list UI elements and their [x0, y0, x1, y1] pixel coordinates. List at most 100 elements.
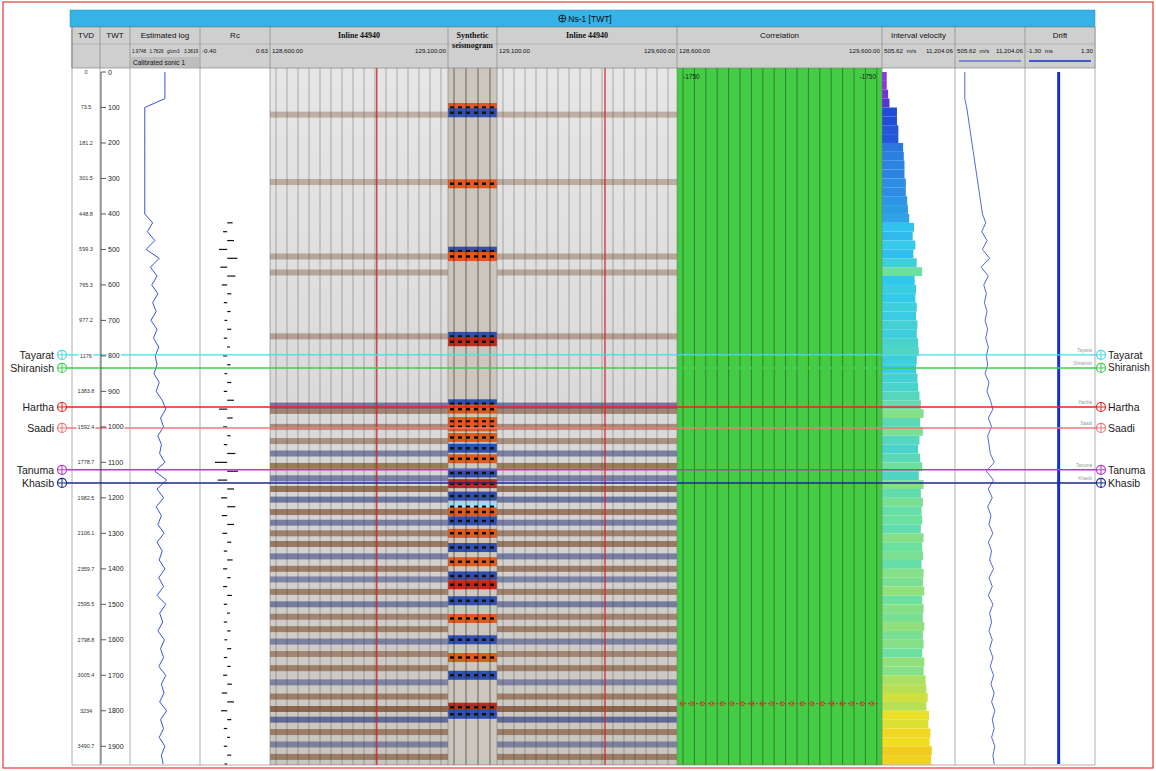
- label-patch: [107, 459, 124, 466]
- seismic-event: [497, 179, 677, 185]
- correlation-trace: [797, 68, 798, 765]
- seismic-trace: [514, 68, 515, 765]
- interval-velocity-bar: [882, 560, 922, 569]
- synthetic-trace: [454, 68, 455, 765]
- scale-label: 129,600.00: [849, 47, 881, 54]
- correlation-marker-dot: [830, 702, 834, 706]
- synthetic-event: [448, 492, 497, 501]
- seismic-event: [270, 486, 448, 492]
- interval-velocity-bar: [882, 241, 915, 250]
- seismic-event: [270, 639, 448, 645]
- rc-spike: [224, 639, 227, 640]
- top-marker: [62, 402, 63, 411]
- seismic-event: [270, 450, 448, 456]
- seismic-event: [270, 475, 448, 481]
- tvd-label: 301.5: [79, 175, 93, 181]
- seismic-event: [270, 665, 448, 671]
- seismic-event: [497, 626, 677, 632]
- seismic-event: [270, 601, 448, 607]
- correlation-trace: [683, 68, 684, 765]
- tvd-label: 977.2: [79, 317, 93, 323]
- tick: [101, 639, 106, 640]
- synthetic-event-texture: [450, 546, 495, 549]
- header-divider: [72, 27, 73, 68]
- interval-velocity-bar: [882, 569, 924, 578]
- label-patch: [77, 566, 96, 572]
- scale-label: 11,204.06: [996, 47, 1024, 54]
- synthetic-event: [448, 179, 497, 188]
- synthetic-event: [448, 710, 497, 719]
- seismic-trace: [558, 68, 559, 765]
- interval-velocity-bar: [882, 383, 918, 392]
- tick-label: 1900: [108, 743, 124, 750]
- seismic-event: [270, 706, 448, 712]
- rc-spike: [218, 480, 228, 481]
- correlation-marker-dot: [700, 702, 704, 706]
- label-patch: [77, 637, 96, 643]
- tvd-label: 181.2: [79, 140, 93, 146]
- seismic-trace: [441, 68, 442, 765]
- seismic-event: [497, 717, 677, 723]
- seismic-event: [497, 463, 677, 469]
- well-position-line: [604, 68, 605, 765]
- interval-velocity-bar: [882, 365, 916, 374]
- label-patch: [79, 708, 93, 714]
- header-divider: [1025, 27, 1026, 68]
- formation-top-small-label: Tanuma: [1076, 463, 1093, 468]
- top-marker: [62, 478, 63, 487]
- seismic-event: [270, 614, 448, 620]
- synthetic-event: [448, 516, 497, 525]
- interval-velocity-bar: [882, 720, 928, 729]
- top-marker: [62, 363, 63, 372]
- correlation-marker-dot: [730, 702, 734, 706]
- interval-velocity-group: [882, 72, 932, 765]
- top-marker: [1097, 363, 1106, 372]
- interval-velocity-bar: [882, 374, 917, 383]
- interval-velocity-bar: [882, 329, 917, 338]
- seismic-event: [270, 566, 448, 572]
- correlation-trace: [705, 68, 706, 765]
- seismic-event: [270, 589, 448, 595]
- interval-velocity-bar: [882, 276, 915, 285]
- rc-spike: [224, 550, 227, 551]
- tick-label: 900: [108, 388, 120, 395]
- formation-top-line: [67, 367, 1096, 368]
- formation-top-label: Saadi: [1108, 422, 1135, 434]
- column-border: [677, 27, 678, 765]
- synthetic-event-texture: [450, 408, 495, 411]
- rc-spike: [227, 311, 230, 312]
- tick: [101, 178, 106, 179]
- seismic-event: [270, 333, 448, 339]
- label-patch: [78, 246, 94, 252]
- synthetic-event-texture: [450, 656, 495, 659]
- interval-velocity-bar: [882, 604, 924, 613]
- correlation-marker-dot: [750, 702, 754, 706]
- correlation-marker-dot: [760, 702, 764, 706]
- velocity-log-curve-group: [965, 72, 995, 764]
- seismic-event: [270, 694, 448, 700]
- label-patch: [77, 601, 96, 607]
- top-marker: [1101, 478, 1102, 487]
- seismic-event: [497, 754, 677, 760]
- track-title: Drift: [1053, 31, 1068, 40]
- seismic-event: [497, 639, 677, 645]
- rc-spike: [227, 755, 231, 756]
- header-divider: [882, 27, 883, 68]
- label-patch: [107, 743, 125, 750]
- rc-spike: [224, 746, 227, 747]
- rc-spike: [227, 488, 234, 489]
- rc-spike: [224, 444, 227, 445]
- rc-spike: [227, 506, 235, 507]
- synthetic-event: [448, 405, 497, 414]
- top-marker: [1101, 402, 1102, 411]
- label-patch: [107, 175, 121, 182]
- correlation-trace: [842, 68, 843, 765]
- synthetic-event-texture: [450, 436, 495, 439]
- interval-velocity-bar: [882, 516, 922, 525]
- label-patch: [83, 69, 88, 75]
- drift-curve: [1057, 72, 1060, 764]
- track-title: Rc: [230, 31, 240, 40]
- seismic-event: [270, 509, 448, 515]
- interval-velocity-bar: [882, 196, 907, 205]
- rc-spike: [224, 391, 227, 392]
